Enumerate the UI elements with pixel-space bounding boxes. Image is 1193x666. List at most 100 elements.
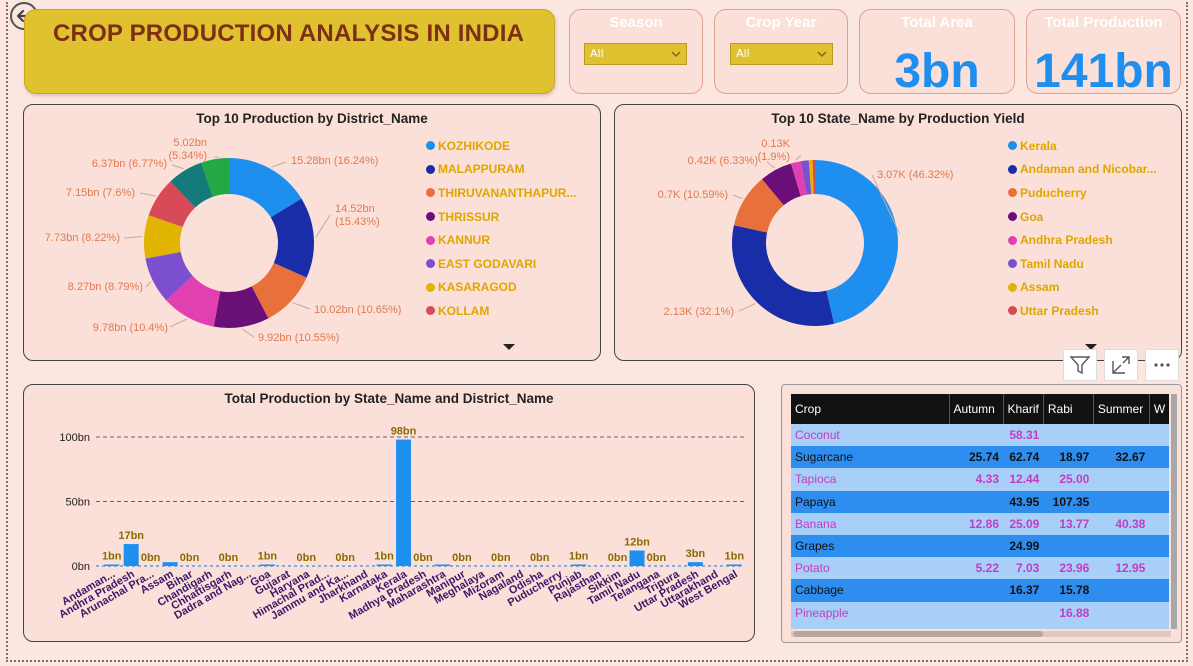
legend-item[interactable]: Assam bbox=[1008, 276, 1157, 300]
state-donut-title: Top 10 State_Name by Production Yield bbox=[771, 111, 1025, 126]
donut-slice[interactable] bbox=[166, 275, 221, 327]
legend-label: EAST GODAVARI bbox=[438, 256, 537, 271]
legend-item[interactable]: KOLLAM bbox=[426, 299, 576, 323]
matrix-column-header[interactable]: W bbox=[1149, 394, 1169, 424]
legend-item[interactable]: Andhra Pradesh bbox=[1008, 228, 1157, 252]
donut-slice[interactable] bbox=[251, 262, 307, 319]
bar-data-label: 0bn bbox=[608, 552, 628, 564]
matrix-cell bbox=[1149, 512, 1169, 535]
bar[interactable] bbox=[376, 564, 392, 567]
donut-slice[interactable] bbox=[144, 215, 183, 259]
bar[interactable] bbox=[162, 562, 178, 566]
bar[interactable] bbox=[123, 544, 139, 566]
matrix-row[interactable]: Sugarcane 25.74 62.74 18.97 32.67 bbox=[791, 446, 1169, 469]
donut-slice[interactable] bbox=[213, 286, 269, 328]
donut-slice[interactable] bbox=[148, 181, 196, 228]
matrix-row[interactable]: Tapioca 4.33 12.44 25.00 bbox=[791, 468, 1169, 491]
legend-item[interactable]: Kerala bbox=[1008, 134, 1157, 158]
donut-slice[interactable] bbox=[815, 160, 898, 324]
crop-year-dropdown[interactable]: All bbox=[730, 43, 833, 65]
matrix-cell bbox=[1043, 424, 1094, 447]
y-tick-label: 50bn bbox=[66, 497, 90, 509]
legend-item[interactable]: Andaman and Nicobar... bbox=[1008, 158, 1157, 182]
donut-slice[interactable] bbox=[270, 198, 314, 278]
donut-slice[interactable] bbox=[790, 161, 807, 197]
filter-button[interactable] bbox=[1063, 349, 1097, 381]
bar[interactable] bbox=[726, 564, 742, 567]
slice-data-label: 5.02bn bbox=[173, 137, 207, 149]
horizontal-scrollbar[interactable] bbox=[791, 631, 1171, 637]
leader-line bbox=[766, 161, 776, 169]
leader-line bbox=[315, 214, 331, 238]
bar[interactable] bbox=[687, 562, 703, 566]
legend-item[interactable]: Uttar Pradesh bbox=[1008, 299, 1157, 323]
matrix-column-header[interactable]: Autumn bbox=[949, 394, 1004, 424]
donut-slice[interactable] bbox=[170, 162, 213, 208]
bar[interactable] bbox=[259, 564, 275, 567]
legend-item[interactable]: Puducherry bbox=[1008, 181, 1157, 205]
matrix-row[interactable]: Coconut 58.31 bbox=[791, 424, 1169, 447]
matrix-cell: 15.78 bbox=[1043, 579, 1094, 602]
donut-slice[interactable] bbox=[732, 225, 835, 326]
legend-item[interactable]: KOZHIKODE bbox=[426, 134, 576, 158]
legend-item[interactable]: Goa bbox=[1008, 205, 1157, 229]
matrix-column-header[interactable]: Kharif bbox=[1003, 394, 1044, 424]
bar[interactable] bbox=[434, 564, 450, 567]
district-donut-chart: 15.28bn (16.24%) 14.52bn(15.43%) 10.02bn (… bbox=[45, 137, 402, 344]
bar[interactable] bbox=[571, 564, 587, 567]
bar-data-label: 17bn bbox=[118, 530, 144, 542]
season-dropdown[interactable]: All bbox=[584, 43, 687, 65]
donut-slice[interactable] bbox=[800, 160, 812, 195]
matrix-row[interactable]: Banana 12.86 25.09 13.77 40.38 bbox=[791, 512, 1169, 535]
matrix-cell bbox=[1149, 579, 1169, 602]
legend-item[interactable]: KANNUR bbox=[426, 228, 576, 252]
matrix-row[interactable]: Papaya 43.95 107.35 bbox=[791, 490, 1169, 513]
donut-slice[interactable] bbox=[733, 179, 784, 233]
legend-item[interactable]: Tamil Nadu bbox=[1008, 252, 1157, 276]
legend-marker bbox=[1008, 235, 1017, 245]
matrix-column-header[interactable]: Crop bbox=[791, 394, 950, 424]
donut-slice[interactable] bbox=[812, 160, 815, 195]
bar-data-label: 1bn bbox=[374, 551, 394, 563]
matrix-row[interactable]: Pineapple 16.88 bbox=[791, 601, 1169, 624]
matrix-row-header: Papaya bbox=[791, 490, 949, 513]
legend-scroll-down-icon[interactable] bbox=[503, 344, 515, 350]
focus-mode-button[interactable] bbox=[1104, 349, 1138, 381]
legend-marker bbox=[1008, 259, 1017, 269]
matrix-cell: 7.03 bbox=[1003, 557, 1044, 580]
matrix-cell: 32.67 bbox=[1093, 446, 1150, 469]
donut-slice[interactable] bbox=[808, 160, 814, 195]
legend-item[interactable]: EAST GODAVARI bbox=[426, 252, 576, 276]
legend-item[interactable]: THRISSUR bbox=[426, 205, 576, 229]
legend-label: KANNUR bbox=[438, 233, 490, 248]
legend-item[interactable]: MALAPPURAM bbox=[426, 158, 576, 182]
donut-slice[interactable] bbox=[229, 158, 302, 218]
bar-data-label: 0bn bbox=[530, 552, 550, 564]
legend-scroll-down-icon[interactable] bbox=[1085, 344, 1097, 350]
legend-item[interactable]: KASARAGOD bbox=[426, 276, 576, 300]
donut-slice[interactable] bbox=[145, 251, 193, 301]
matrix-column-header[interactable]: Rabi bbox=[1043, 394, 1094, 424]
matrix-row[interactable]: Potato 5.22 7.03 23.96 12.95 bbox=[791, 557, 1169, 580]
matrix-cell: 25.00 bbox=[1043, 468, 1094, 491]
donut-slice[interactable] bbox=[201, 158, 229, 197]
crop-season-matrix-panel: Crop Autumn Kharif Rabi Summer W Coconut 58.31… bbox=[781, 384, 1182, 643]
scroll-thumb[interactable] bbox=[793, 631, 1043, 637]
bar-data-label: 0bn bbox=[141, 552, 161, 564]
matrix-row[interactable]: Cabbage 16.37 15.78 bbox=[791, 579, 1169, 602]
vertical-scrollbar[interactable] bbox=[1171, 394, 1177, 629]
legend-item[interactable]: THIRUVANANTHAPUR... bbox=[426, 181, 576, 205]
matrix-row[interactable]: Grapes 24.99 bbox=[791, 534, 1169, 558]
donut-slice[interactable] bbox=[762, 163, 801, 206]
expand-icon bbox=[1112, 356, 1130, 374]
leader-line bbox=[139, 192, 156, 197]
bar[interactable] bbox=[629, 550, 645, 566]
bar[interactable] bbox=[396, 439, 412, 566]
slice-data-label: 0.13K bbox=[761, 138, 790, 150]
more-options-button[interactable] bbox=[1145, 349, 1179, 381]
leader-line bbox=[145, 281, 152, 288]
page-frame bbox=[6, 2, 1188, 662]
crop-year-slicer-label: Crop Year bbox=[745, 14, 817, 31]
matrix-column-header[interactable]: Summer bbox=[1093, 394, 1150, 424]
bar[interactable] bbox=[104, 564, 120, 567]
